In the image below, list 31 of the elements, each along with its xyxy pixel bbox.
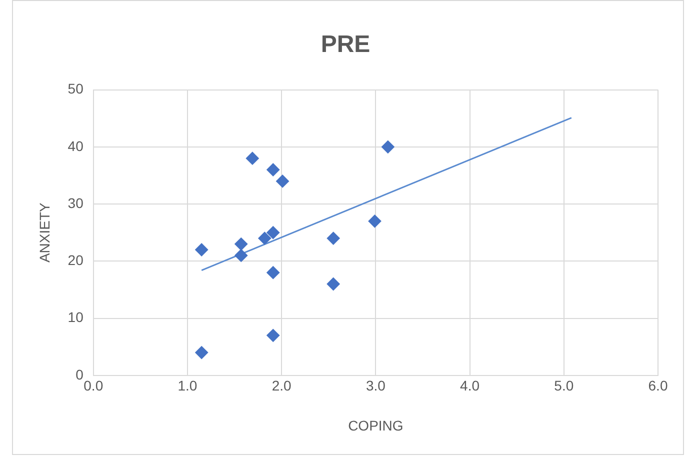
x-tick-label: 1.0 — [178, 378, 198, 394]
point — [234, 238, 248, 251]
x-tick-label: 3.0 — [366, 378, 386, 394]
point — [195, 243, 208, 256]
point — [368, 214, 382, 228]
point — [246, 152, 259, 165]
y-tick-label: 50 — [68, 80, 84, 97]
x-tick-label: 5.0 — [554, 378, 574, 394]
point — [266, 226, 280, 240]
x-tick-label: 0.0 — [84, 378, 104, 394]
y-axis-title: ANXIETY — [36, 202, 52, 263]
y-tick-label: 20 — [68, 252, 84, 268]
y-tick-label: 10 — [68, 309, 84, 326]
x-tick-label: 4.0 — [460, 378, 480, 394]
y-tick-label: 30 — [68, 194, 84, 211]
chart-title: PRE — [320, 31, 370, 58]
point — [195, 346, 208, 360]
point — [326, 232, 340, 245]
point — [266, 163, 280, 176]
point — [258, 232, 272, 245]
x-axis-title: COPING — [348, 417, 404, 434]
point — [266, 266, 280, 280]
x-tick-label: 6.0 — [648, 378, 668, 394]
point — [266, 328, 280, 342]
y-tick-label: 40 — [68, 138, 84, 154]
x-tick-label: 2.0 — [272, 378, 292, 394]
point — [234, 248, 248, 262]
point — [326, 278, 340, 291]
y-tick-label: 0 — [76, 366, 84, 382]
point — [381, 140, 394, 154]
point — [276, 174, 290, 188]
